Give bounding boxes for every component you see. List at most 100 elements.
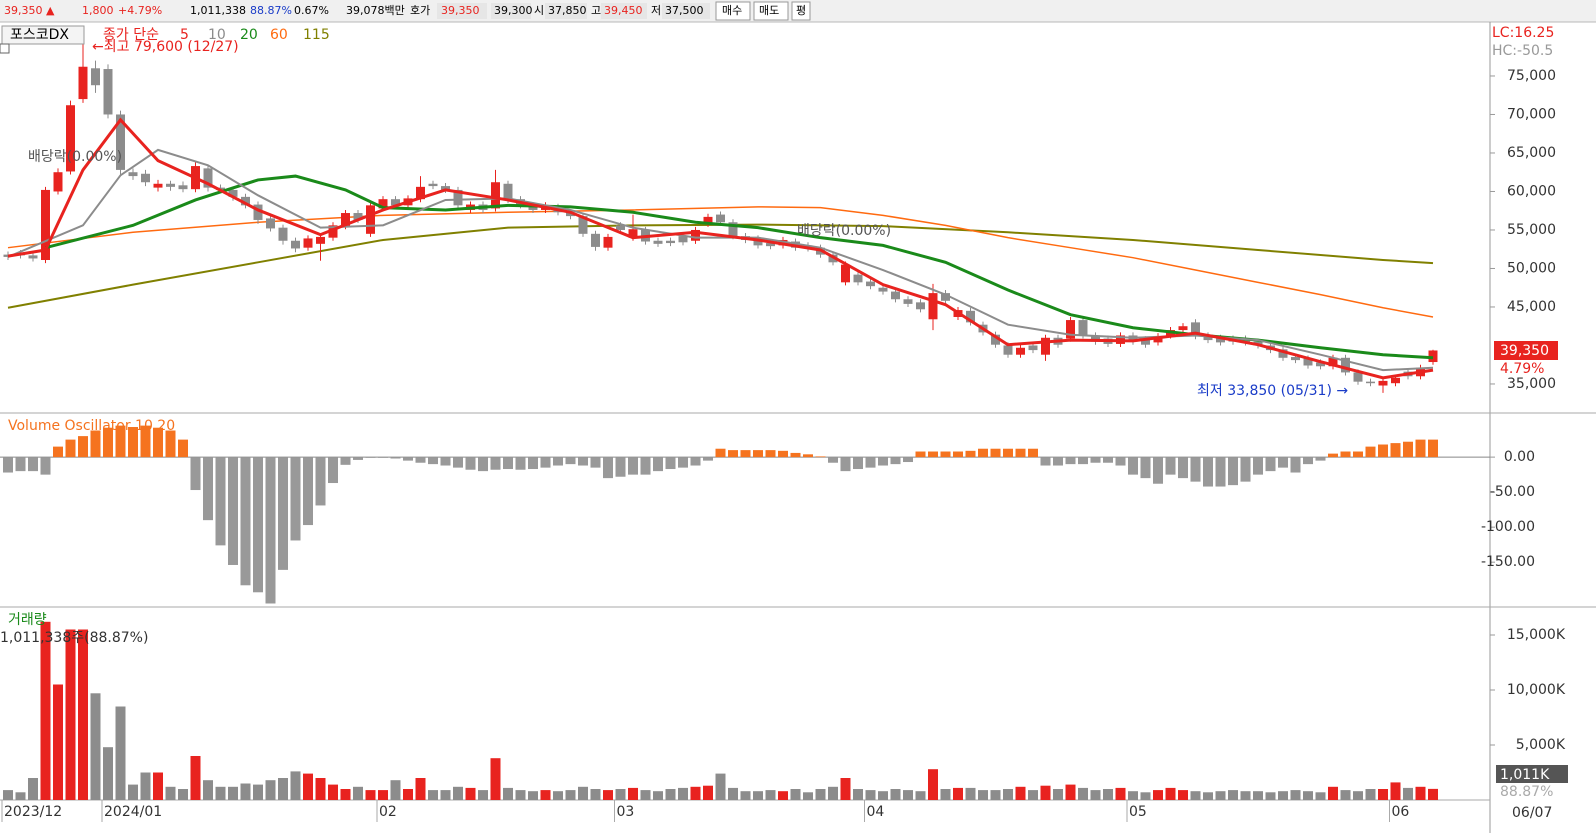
volume-ratio: 88.87% <box>1500 784 1553 800</box>
candle-body <box>228 189 238 197</box>
volume-bar <box>140 772 151 800</box>
volume-bar <box>1303 791 1313 800</box>
candle-body <box>528 205 538 210</box>
volume-bar <box>90 693 101 800</box>
volume-bar <box>703 785 713 800</box>
current-volume: 1,011K <box>1500 767 1550 783</box>
volume-bar <box>1153 790 1163 800</box>
volume-bar <box>290 771 301 800</box>
buy-button[interactable] <box>715 1 751 21</box>
high-value: 39,450 <box>604 4 643 17</box>
volume-bar <box>115 706 126 800</box>
oscillator-bar <box>978 448 988 458</box>
oscillator-bar <box>340 457 351 465</box>
volume-bar <box>903 790 913 800</box>
candle-body <box>1366 381 1375 384</box>
candle-body <box>91 68 100 86</box>
avg-button[interactable] <box>791 1 811 21</box>
oscillator-bar <box>740 450 751 458</box>
volume-title: 거래량 <box>8 612 47 628</box>
volume-bar <box>1053 788 1063 800</box>
oscillator-bar <box>315 457 326 506</box>
oscillator-bar <box>928 451 938 458</box>
oscillator-bar <box>603 457 613 479</box>
x-tick-label: 2024/01 <box>104 804 162 820</box>
oscillator-bar <box>1140 457 1151 479</box>
y-tick-label: -100.00 <box>1481 519 1535 535</box>
volume-bar <box>315 777 326 800</box>
candle-body <box>1428 350 1438 363</box>
oscillator-bar <box>715 448 726 458</box>
volume-bar <box>815 788 826 800</box>
oscillator-bar <box>553 457 563 466</box>
stock-selector[interactable] <box>1 25 85 45</box>
volume-bar <box>778 791 788 800</box>
y-tick-label: 45,000 <box>1507 299 1556 315</box>
oscillator-bar <box>265 457 276 604</box>
oscillator-bar <box>503 457 513 470</box>
volume-bar <box>953 787 963 800</box>
candle-body <box>291 240 300 249</box>
candle-body <box>916 302 925 310</box>
y-tick-label: 65,000 <box>1507 145 1556 161</box>
oscillator-bar <box>440 457 451 466</box>
candle-body <box>141 173 150 183</box>
candle-body <box>241 196 250 206</box>
oscillator-bar <box>640 457 651 475</box>
oscillator-bar <box>328 457 338 484</box>
oscillator-bar <box>778 450 788 458</box>
legend-entry: 20 <box>240 27 258 43</box>
buy-label[interactable]: 매수 <box>722 4 742 17</box>
oscillator-bar <box>28 457 38 472</box>
avg-label[interactable]: 평 <box>796 4 806 17</box>
volume-bar <box>1290 790 1301 800</box>
candle-body <box>503 183 513 200</box>
candle-body <box>41 189 50 261</box>
candle-body <box>1078 320 1088 336</box>
oscillator-bar <box>140 425 151 458</box>
legend-entry: 10 <box>208 27 226 43</box>
high-annotation: ←최고 79,600 (12/27) <box>92 39 239 55</box>
sell-button[interactable] <box>753 1 789 21</box>
volume-bar <box>628 787 638 800</box>
icon[interactable] <box>0 43 10 54</box>
oscillator-bar <box>1278 457 1288 468</box>
oscillator-bar <box>1253 457 1263 475</box>
candle-body <box>1028 345 1038 351</box>
volume-bar <box>640 790 651 800</box>
price-box <box>1494 341 1558 360</box>
volume-bar <box>178 788 188 800</box>
oscillator-bar <box>165 430 176 458</box>
x-tick-label: 03 <box>617 804 635 820</box>
volume-bar <box>453 786 463 800</box>
moving-average-line <box>7 223 1434 309</box>
volume-bar <box>1178 790 1188 800</box>
volume-bar <box>265 780 276 800</box>
volume-bar <box>403 788 413 800</box>
oscillator-bar <box>1078 457 1088 465</box>
osc-title: Volume Oscillator 10,20 <box>8 418 175 434</box>
quote-label: 호가 <box>410 4 430 17</box>
oscillator-bar <box>565 457 576 465</box>
oscillator-bar <box>478 457 488 472</box>
oscillator-bar <box>678 457 688 468</box>
candle-body <box>128 172 138 177</box>
oscillator-bar <box>840 457 851 472</box>
volume-bar <box>78 629 88 800</box>
high-label: 고 <box>591 4 601 17</box>
volume-bar <box>1065 784 1076 800</box>
oscillator-bar <box>1040 457 1051 466</box>
candle-body <box>341 213 350 227</box>
candle-body <box>1378 380 1388 386</box>
oscillator-bar <box>1265 457 1276 472</box>
sell-label[interactable]: 매도 <box>759 4 779 17</box>
oscillator-bar <box>1053 457 1063 466</box>
oscillator-bar <box>1303 457 1313 465</box>
legend-entry: 60 <box>270 27 288 43</box>
stock-name[interactable]: 포스코DX <box>10 27 69 43</box>
oscillator-bar <box>528 457 538 470</box>
candle-body <box>866 281 875 287</box>
volume-bar <box>728 787 738 800</box>
candle-body <box>728 222 738 237</box>
volume-bar <box>40 621 51 800</box>
